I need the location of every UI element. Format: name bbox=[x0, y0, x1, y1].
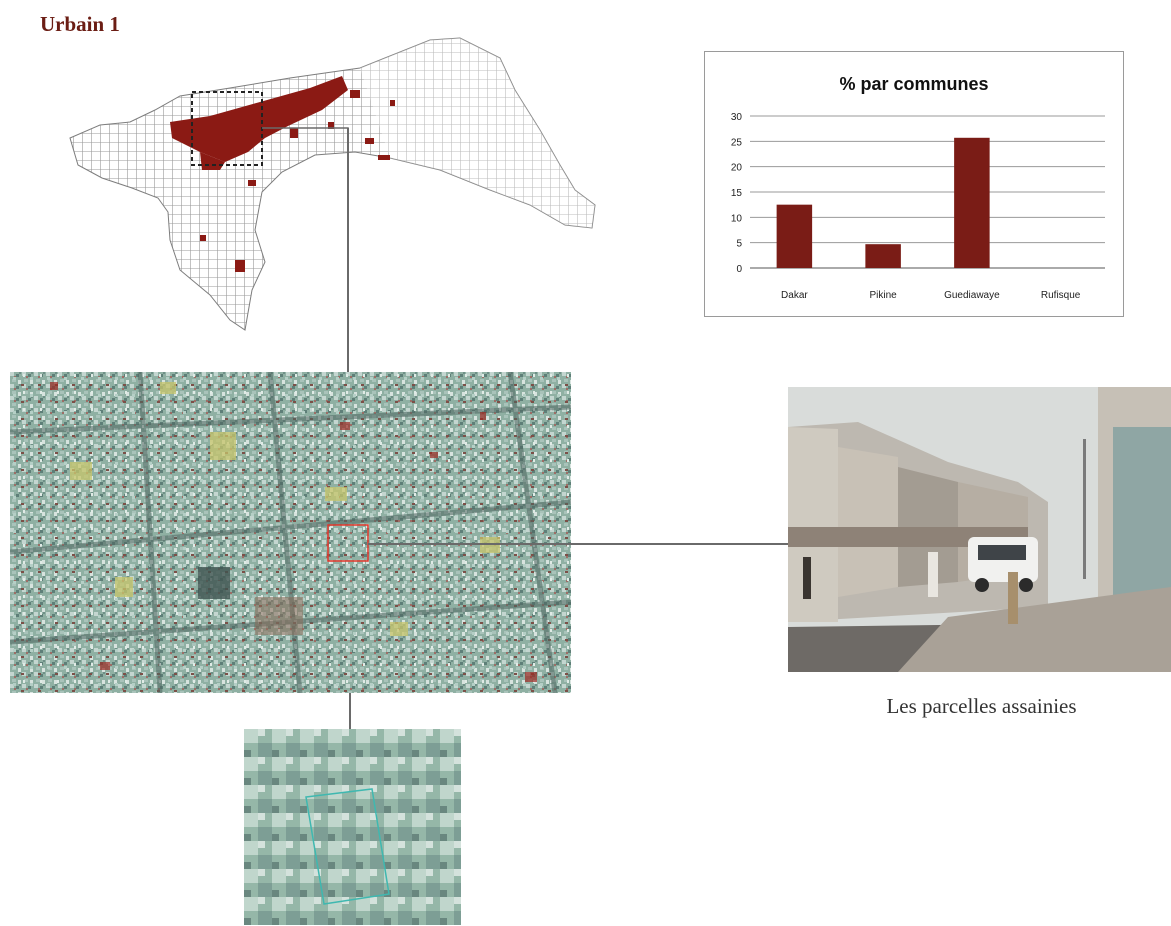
connector-satellite-zoom bbox=[349, 693, 351, 729]
x-tick-label: Guediawaye bbox=[944, 290, 1000, 301]
photo-caption: Les parcelles assainies bbox=[886, 694, 1077, 718]
y-tick-label: 15 bbox=[731, 188, 743, 199]
page-title: Urbain 1 bbox=[40, 12, 120, 36]
bar bbox=[865, 244, 901, 268]
street-photo bbox=[788, 387, 1171, 672]
connector-map-satellite bbox=[347, 128, 349, 372]
region-map bbox=[69, 37, 596, 345]
parcel-outline-icon bbox=[305, 788, 390, 905]
bar bbox=[954, 137, 990, 268]
x-tick-label: Rufisque bbox=[1041, 290, 1081, 301]
x-tick-label: Dakar bbox=[781, 290, 808, 301]
y-tick-label: 0 bbox=[736, 264, 742, 275]
y-tick-label: 25 bbox=[731, 137, 743, 148]
connector-satellite-photo bbox=[368, 543, 788, 545]
x-tick-labels: Dakar Pikine Guediawaye Rufisque bbox=[781, 290, 1081, 301]
x-tick-label: Pikine bbox=[870, 290, 898, 301]
y-tick-label: 20 bbox=[731, 163, 743, 174]
y-tick-label: 10 bbox=[731, 213, 743, 224]
chart-title: % par communes bbox=[839, 74, 988, 94]
y-tick-label: 5 bbox=[736, 239, 742, 250]
satellite-image bbox=[10, 372, 571, 693]
peninsula-outline bbox=[69, 37, 596, 331]
y-tick-label: 30 bbox=[731, 112, 743, 123]
bar-chart: % par communes 0 5 10 15 20 25 30 Dakar Pikine G… bbox=[704, 51, 1124, 317]
bars bbox=[776, 137, 990, 268]
y-tick-labels: 0 5 10 15 20 25 30 bbox=[731, 112, 743, 275]
zoomed-satellite-patch bbox=[244, 729, 461, 925]
bar bbox=[776, 204, 813, 268]
